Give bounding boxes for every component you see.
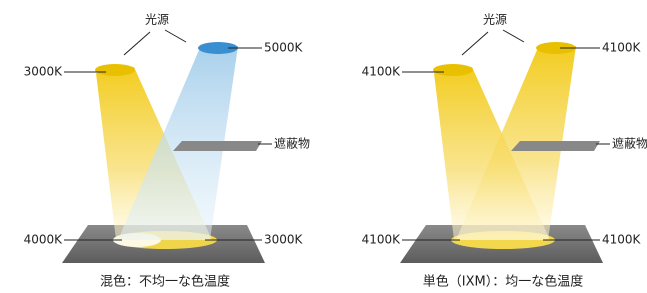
- label: 4100K: [362, 65, 402, 79]
- caption: 混色：不均一な色温度: [100, 274, 230, 290]
- shield: [173, 141, 262, 151]
- label: 4100K: [602, 41, 642, 55]
- panel-single: 光源 4100K 4100K 遮蔽物 4100K 4100K 単色（IXM）：均…: [362, 13, 647, 290]
- panel-mixed: 光源 3000K 5000K 遮蔽物 4000K 3000K 混色：不均一な色温…: [24, 13, 310, 290]
- label: 3000K: [24, 65, 64, 79]
- shield-label: 遮蔽物: [612, 136, 647, 151]
- leader-source: [124, 30, 186, 55]
- source-left: [433, 64, 473, 76]
- label: 5000K: [264, 41, 304, 55]
- label: 4000K: [24, 233, 64, 247]
- shield: [511, 141, 600, 151]
- label: 4100K: [362, 233, 402, 247]
- label: 3000K: [264, 233, 304, 247]
- diagram: 光源 3000K 5000K 遮蔽物 4000K 3000K 混色：不均一な色温…: [0, 0, 647, 293]
- shield-label: 遮蔽物: [274, 136, 310, 151]
- source-label: 光源: [483, 13, 507, 27]
- label: 4100K: [602, 233, 642, 247]
- source-left: [95, 64, 135, 76]
- source-label: 光源: [145, 13, 169, 27]
- leader-source: [462, 30, 524, 55]
- caption: 単色（IXM）：均一な色温度: [423, 274, 583, 290]
